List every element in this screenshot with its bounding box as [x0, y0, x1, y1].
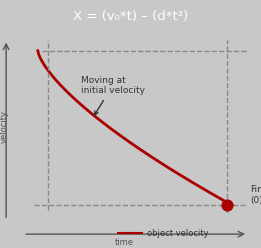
Text: velocity: velocity	[0, 110, 8, 143]
Text: Final
(0): Final (0)	[250, 185, 261, 205]
Text: object velocity: object velocity	[147, 229, 209, 238]
Text: Moving at
initial velocity: Moving at initial velocity	[81, 76, 145, 115]
Text: time: time	[114, 238, 133, 247]
Point	[224, 203, 229, 207]
Text: X = (v₀*t) – (d*t²): X = (v₀*t) – (d*t²)	[73, 10, 188, 23]
